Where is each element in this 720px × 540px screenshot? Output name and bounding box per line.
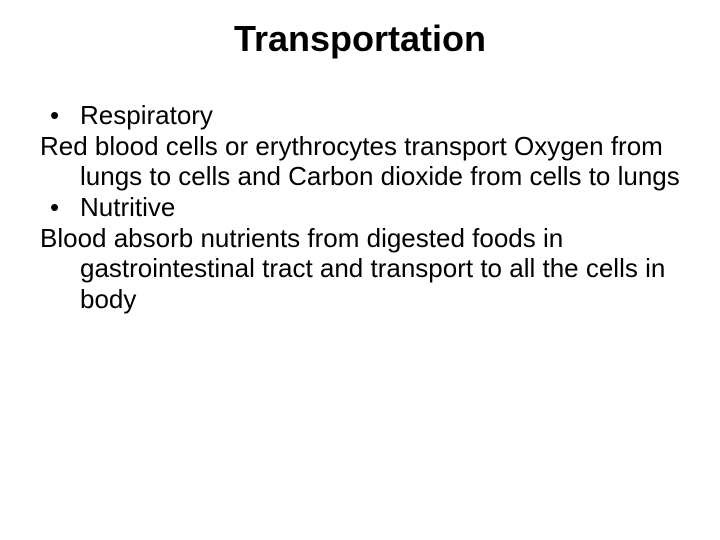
- bullet-text: Nutritive: [80, 192, 680, 223]
- body-paragraph: Red blood cells or erythrocytes transpor…: [40, 131, 680, 192]
- slide-title: Transportation: [40, 18, 680, 60]
- bullet-text: Respiratory: [80, 100, 680, 131]
- body-paragraph: Blood absorb nutrients from digested foo…: [40, 223, 680, 315]
- bullet-item: • Nutritive: [40, 192, 680, 223]
- bullet-marker-icon: •: [40, 192, 80, 223]
- slide: Transportation • Respiratory Red blood c…: [0, 0, 720, 540]
- bullet-item: • Respiratory: [40, 100, 680, 131]
- slide-body: • Respiratory Red blood cells or erythro…: [40, 100, 680, 315]
- bullet-marker-icon: •: [40, 100, 80, 131]
